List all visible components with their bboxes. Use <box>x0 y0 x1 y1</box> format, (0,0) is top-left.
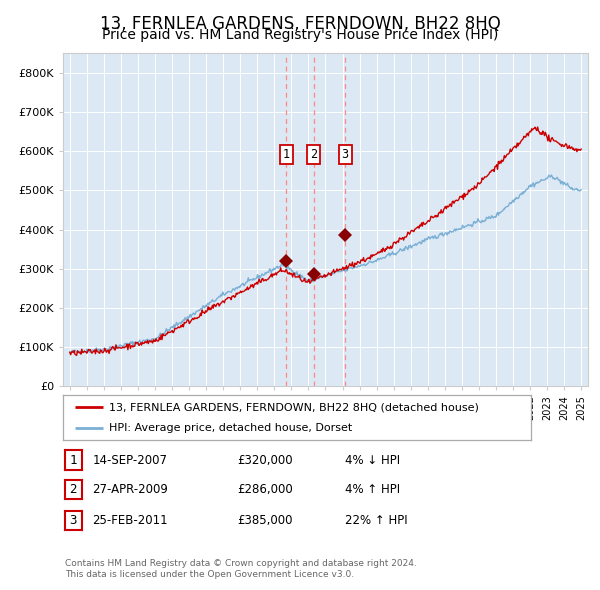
Text: Contains HM Land Registry data © Crown copyright and database right 2024.: Contains HM Land Registry data © Crown c… <box>65 559 416 568</box>
Text: 25-FEB-2011: 25-FEB-2011 <box>92 514 168 527</box>
Text: 27-APR-2009: 27-APR-2009 <box>92 483 168 496</box>
Text: 3: 3 <box>341 148 349 161</box>
Text: Price paid vs. HM Land Registry's House Price Index (HPI): Price paid vs. HM Land Registry's House … <box>102 28 498 42</box>
Text: £385,000: £385,000 <box>237 514 293 527</box>
Text: 2: 2 <box>70 483 77 496</box>
Text: £286,000: £286,000 <box>237 483 293 496</box>
Text: 3: 3 <box>70 514 77 527</box>
Text: £320,000: £320,000 <box>237 454 293 467</box>
Text: This data is licensed under the Open Government Licence v3.0.: This data is licensed under the Open Gov… <box>65 570 354 579</box>
Text: 1: 1 <box>283 148 290 161</box>
Text: HPI: Average price, detached house, Dorset: HPI: Average price, detached house, Dors… <box>109 422 352 432</box>
Text: 22% ↑ HPI: 22% ↑ HPI <box>345 514 407 527</box>
Text: 13, FERNLEA GARDENS, FERNDOWN, BH22 8HQ: 13, FERNLEA GARDENS, FERNDOWN, BH22 8HQ <box>100 15 500 33</box>
Text: 4% ↓ HPI: 4% ↓ HPI <box>345 454 400 467</box>
Text: 14-SEP-2007: 14-SEP-2007 <box>92 454 167 467</box>
Text: 2: 2 <box>310 148 317 161</box>
Text: 13, FERNLEA GARDENS, FERNDOWN, BH22 8HQ (detached house): 13, FERNLEA GARDENS, FERNDOWN, BH22 8HQ … <box>109 402 479 412</box>
Text: 1: 1 <box>70 454 77 467</box>
Text: 4% ↑ HPI: 4% ↑ HPI <box>345 483 400 496</box>
